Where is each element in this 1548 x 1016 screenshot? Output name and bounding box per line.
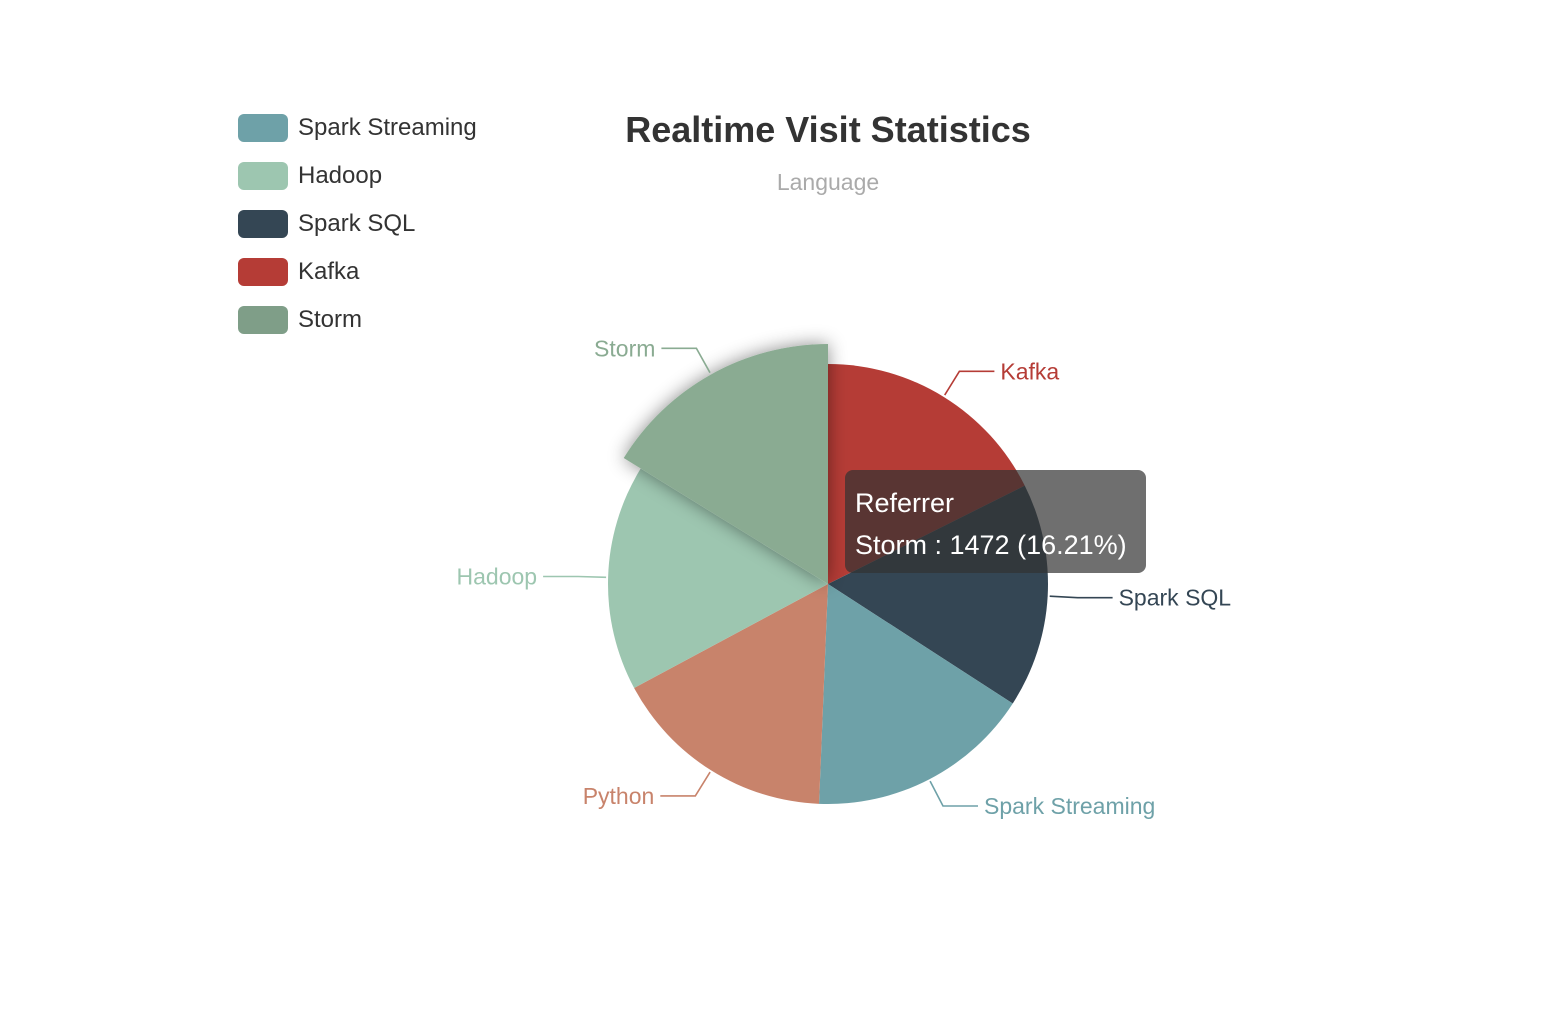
pie-slice-hadoop[interactable] <box>607 468 828 688</box>
label-line-hadoop <box>543 575 607 579</box>
pie-slice-storm[interactable] <box>623 344 828 584</box>
legend-item-spark-streaming[interactable]: Spark Streaming <box>238 114 477 142</box>
legend-item-spark-sql[interactable]: Spark SQL <box>238 210 477 238</box>
slice-label-hadoop: Hadoop <box>457 564 538 590</box>
legend-item-hadoop[interactable]: Hadoop <box>238 162 477 190</box>
legend-item-storm[interactable]: Storm <box>238 306 477 334</box>
tooltip-value: Storm : 1472 (16.21%) <box>855 530 1127 560</box>
legend-label: Spark Streaming <box>298 114 477 141</box>
label-line-python <box>660 771 711 797</box>
legend-label: Hadoop <box>298 162 383 189</box>
label-line-storm <box>661 347 711 374</box>
chart-title: Realtime Visit Statistics <box>625 109 1031 150</box>
label-line-kafka <box>944 370 995 396</box>
slice-label-spark-sql: Spark SQL <box>1119 585 1232 611</box>
slice-label-storm: Storm <box>594 335 655 361</box>
pie-slice-python[interactable] <box>634 584 828 804</box>
slice-label-spark-streaming: Spark Streaming <box>984 793 1155 819</box>
legend-label: Spark SQL <box>298 210 416 237</box>
tooltip-series-name: Referrer <box>855 488 955 518</box>
legend-label: Storm <box>298 306 363 333</box>
legend-item-kafka[interactable]: Kafka <box>238 258 477 286</box>
label-line-spark-streaming <box>929 780 978 807</box>
chart-tooltip: Referrer Storm : 1472 (16.21%) <box>845 470 1146 573</box>
pie-slice-spark-streaming[interactable] <box>819 584 1013 805</box>
legend-swatch <box>238 210 288 238</box>
legend-label: Kafka <box>298 258 360 285</box>
legend-swatch <box>238 258 288 286</box>
legend-swatch <box>238 306 288 334</box>
slice-label-kafka: Kafka <box>1000 358 1059 384</box>
chart-legend: Spark Streaming Hadoop Spark SQL Kafka S… <box>238 114 477 354</box>
legend-swatch <box>238 162 288 190</box>
legend-swatch <box>238 114 288 142</box>
slice-label-python: Python <box>583 783 655 809</box>
chart-subtitle: Language <box>776 169 880 195</box>
label-line-spark-sql <box>1049 595 1113 599</box>
